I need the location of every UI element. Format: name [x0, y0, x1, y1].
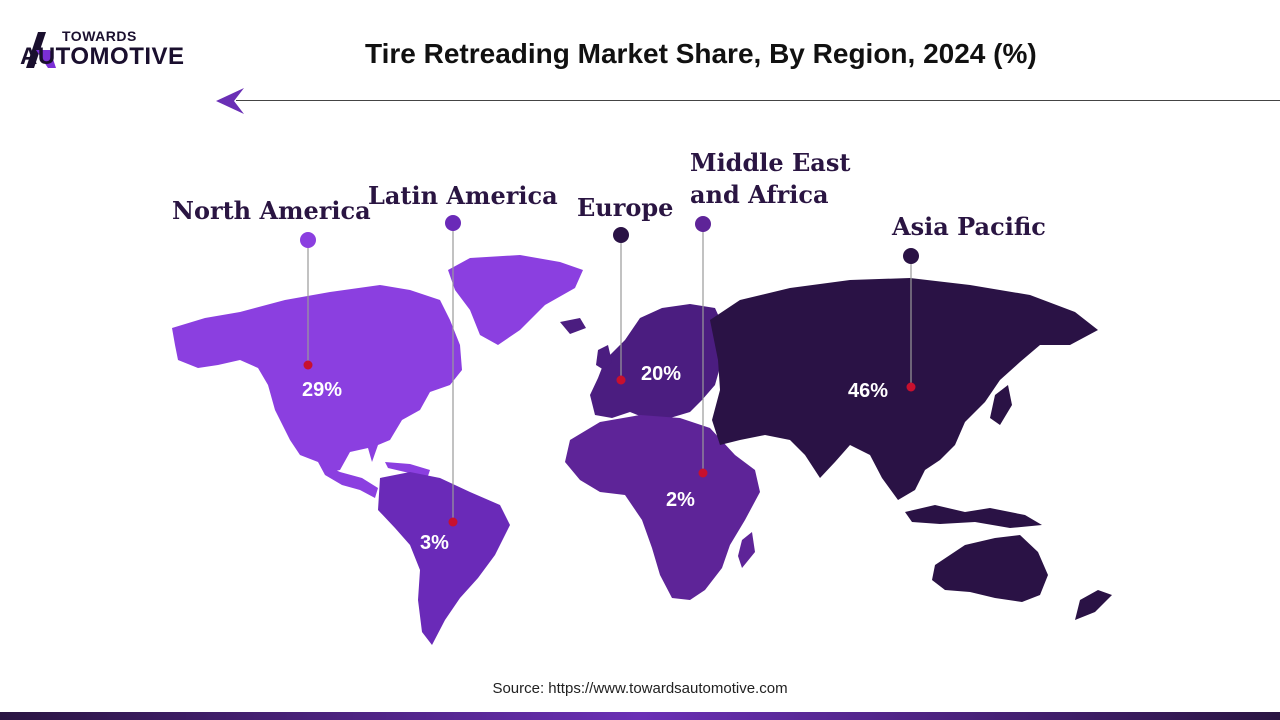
dot-europe	[616, 375, 626, 385]
value-north-america: 29%	[302, 379, 343, 401]
back-arrow-icon	[216, 88, 244, 114]
brand-top-text: TOWARDS	[62, 28, 137, 44]
label-latin-america: Latin America	[368, 181, 558, 210]
south-america-shape	[378, 472, 510, 645]
bottom-accent-bar	[0, 712, 1280, 720]
dot-north-america	[303, 360, 313, 370]
marker-top-mea	[695, 216, 711, 232]
value-europe: 20%	[641, 363, 682, 385]
greenland-shape	[448, 255, 583, 345]
north-america-shape	[172, 285, 462, 472]
label-mea-line2: and Africa	[690, 180, 829, 209]
title-divider	[236, 100, 1280, 101]
label-north-america: North America	[172, 196, 371, 225]
label-europe: Europe	[577, 193, 674, 222]
dot-mea	[698, 468, 708, 478]
brand-bottom-text: AUTOMOTIVE	[20, 43, 185, 70]
logo-mark-icon	[26, 32, 56, 68]
indonesia-shape	[905, 505, 1042, 528]
marker-top-north-america	[300, 232, 316, 248]
label-mea-line1: Middle East	[690, 148, 851, 177]
marker-top-latin-america	[445, 215, 461, 231]
value-asia-pacific: 46%	[848, 380, 889, 402]
japan-shape	[990, 385, 1012, 425]
caribbean-shape	[385, 462, 430, 476]
source-note: Source: https://www.towardsautomotive.co…	[492, 680, 788, 697]
europe-shape	[590, 304, 725, 420]
uk-shape	[596, 345, 612, 370]
central-america-shape	[318, 462, 378, 498]
marker-top-asia-pacific	[903, 248, 919, 264]
iceland-shape	[560, 318, 586, 334]
value-mea: 2%	[666, 489, 695, 511]
label-asia-pacific: Asia Pacific	[892, 212, 1046, 241]
marker-top-europe	[613, 227, 629, 243]
dot-asia-pacific	[906, 382, 916, 392]
asia-shape	[710, 278, 1098, 500]
madagascar-shape	[738, 532, 755, 568]
australia-shape	[932, 535, 1048, 602]
brand-logo: TOWARDS AUTOMOTIVE	[20, 28, 230, 72]
dot-latin-america	[448, 517, 458, 527]
new-zealand-shape	[1075, 590, 1112, 620]
page-title: Tire Retreading Market Share, By Region,…	[365, 38, 1037, 69]
africa-shape	[565, 415, 760, 600]
value-latin-america: 3%	[420, 532, 449, 554]
